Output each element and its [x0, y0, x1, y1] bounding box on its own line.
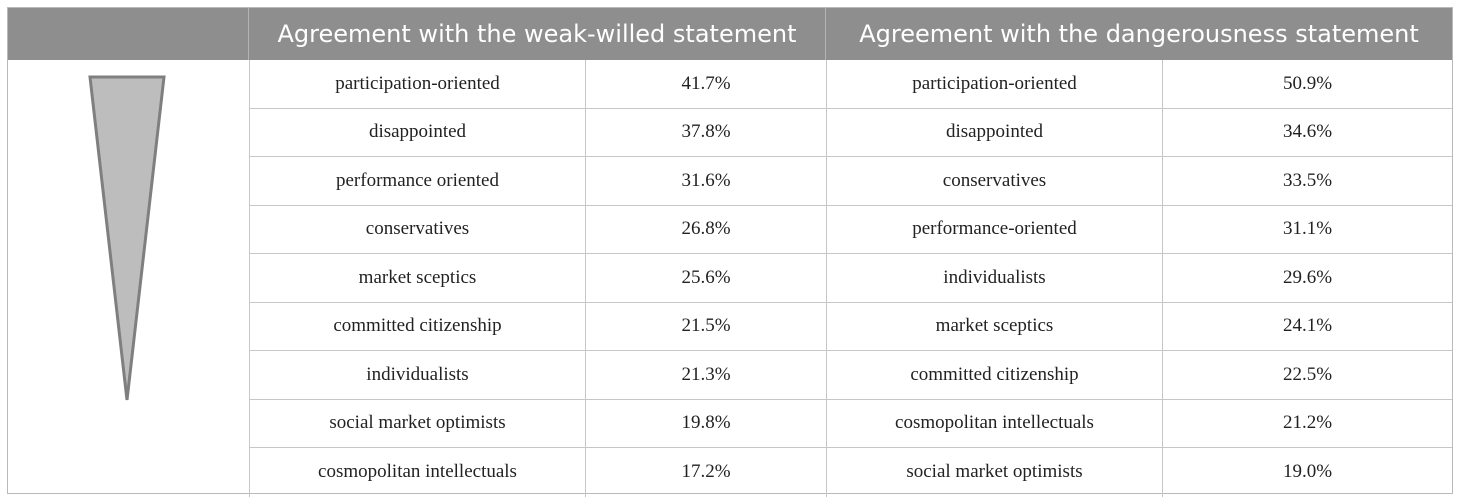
ranking-column — [8, 60, 249, 493]
dangerousness-group-cell: disappointed — [826, 108, 1162, 156]
header-blank-cell — [8, 8, 249, 60]
dangerousness-value-cell: 22.5% — [1162, 351, 1452, 399]
weak-willed-value-cell: 41.7% — [585, 60, 826, 108]
weak-willed-group-cell: market sceptics — [249, 254, 585, 302]
dangerousness-group-cell: participation-oriented — [826, 60, 1162, 108]
dangerousness-value-cell: 31.1% — [1162, 205, 1452, 253]
weak-willed-value-cell: 31.6% — [585, 157, 826, 205]
header-weak-willed: Agreement with the weak-willed statement — [249, 8, 826, 60]
dangerousness-value-cell: 29.6% — [1162, 254, 1452, 302]
dangerousness-value-cell: 34.6% — [1162, 108, 1452, 156]
weak-willed-value-cell: 17.2% — [585, 448, 826, 497]
weak-willed-group-cell: conservatives — [249, 205, 585, 253]
dangerousness-value-cell: 50.9% — [1162, 60, 1452, 108]
dangerousness-group-cell: cosmopolitan intellectuals — [826, 399, 1162, 447]
weak-willed-group-cell: committed citizenship — [249, 302, 585, 350]
table-row: social market optimists 19.8% cosmopolitan… — [249, 399, 1452, 448]
weak-willed-group-cell: individualists — [249, 351, 585, 399]
dangerousness-group-cell: committed citizenship — [826, 351, 1162, 399]
table-row: conservatives 26.8% performance-oriented 31… — [249, 205, 1452, 254]
weak-willed-group-cell: social market optimists — [249, 399, 585, 447]
weak-willed-value-cell: 37.8% — [585, 108, 826, 156]
table-row: participation-oriented 41.7% participation… — [249, 60, 1452, 109]
table-row: cosmopolitan intellectuals 17.2% social ma… — [249, 448, 1452, 497]
table-row: committed citizenship 21.5% market sceptic… — [249, 302, 1452, 351]
agreement-table: Agreement with the weak-willed statement… — [7, 7, 1453, 497]
weak-willed-group-cell: participation-oriented — [249, 60, 585, 108]
dangerousness-group-cell: social market optimists — [826, 448, 1162, 497]
table-header: Agreement with the weak-willed statement… — [8, 8, 1452, 60]
dangerousness-group-cell: performance-oriented — [826, 205, 1162, 253]
weak-willed-group-cell: performance oriented — [249, 157, 585, 205]
header-dangerousness: Agreement with the dangerousness stateme… — [859, 20, 1419, 48]
weak-willed-value-cell: 21.5% — [585, 302, 826, 350]
weak-willed-value-cell: 19.8% — [585, 399, 826, 447]
dangerousness-value-cell: 19.0% — [1162, 448, 1452, 497]
weak-willed-group-cell: disappointed — [249, 108, 585, 156]
table-row: market sceptics 25.6% individualists 29.6% — [249, 254, 1452, 303]
weak-willed-group-cell: cosmopolitan intellectuals — [249, 448, 585, 497]
weak-willed-value-cell: 21.3% — [585, 351, 826, 399]
table-row: individualists 21.3% committed citizenship… — [249, 351, 1452, 400]
dangerousness-group-cell: market sceptics — [826, 302, 1162, 350]
weak-willed-value-cell: 25.6% — [585, 254, 826, 302]
table-row: disappointed 37.8% disappointed 34.6% — [249, 108, 1452, 157]
dangerousness-group-cell: conservatives — [826, 157, 1162, 205]
dangerousness-group-cell: individualists — [826, 254, 1162, 302]
descending-triangle-icon — [88, 75, 166, 401]
table-row: performance oriented 31.6% conservatives 33… — [249, 157, 1452, 206]
dangerousness-value-cell: 24.1% — [1162, 302, 1452, 350]
dangerousness-value-cell: 21.2% — [1162, 399, 1452, 447]
weak-willed-value-cell: 26.8% — [585, 205, 826, 253]
dangerousness-value-cell: 33.5% — [1162, 157, 1452, 205]
table-body: participation-oriented 41.7% participation… — [249, 60, 1452, 497]
